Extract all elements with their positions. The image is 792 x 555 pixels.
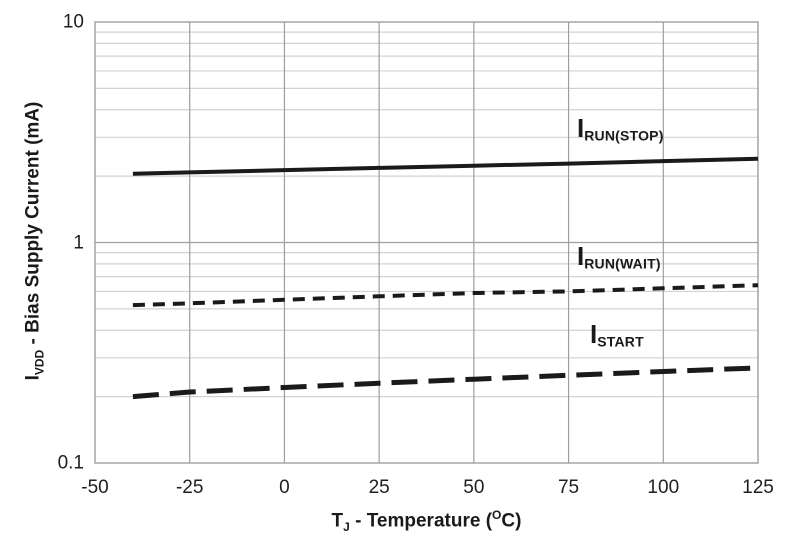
series-label-irun-stop-main: I [577, 113, 585, 143]
series-label-istart: ISTART [590, 321, 644, 349]
y-tick-label-10: 10 [62, 11, 84, 33]
y-axis-title-main: I [22, 375, 44, 381]
x-tick-label-50: 50 [463, 477, 485, 498]
series-label-irun-stop: IRUN(STOP) [577, 115, 664, 143]
x-tick-label-125: 125 [742, 477, 774, 498]
series-line-2 [132, 365, 759, 400]
series-label-irun-wait: IRUN(WAIT) [577, 243, 661, 271]
y-axis-title-sub: VDD [32, 349, 47, 376]
x-axis-title-end: C) [501, 510, 522, 532]
series-label-istart-sub: START [597, 333, 644, 350]
y-tick-label-0p1: 0.1 [57, 452, 84, 474]
y-axis-title-rest: - Bias Supply Current (mA) [22, 101, 44, 350]
x-axis-title-main: T [331, 510, 344, 532]
x-tick-label-75: 75 [557, 477, 580, 498]
plot-frame [94, 21, 759, 464]
series-label-istart-main: I [590, 319, 598, 349]
x-axis-title-sub: J [343, 520, 350, 535]
x-axis-title: TJ - Temperature (OC) [95, 508, 758, 535]
series-label-irun-wait-sub: RUN(WAIT) [584, 255, 661, 272]
y-axis-title: IVDD - Bias Supply Current (mA) [22, 101, 47, 381]
x-tick-label-m25: -25 [175, 477, 204, 498]
x-tick-label-100: 100 [647, 477, 680, 498]
x-tick-label-0: 0 [279, 477, 290, 498]
series-label-irun-wait-main: I [577, 241, 585, 271]
x-axis-title-degree: O [492, 508, 502, 522]
series-line-1 [132, 283, 759, 308]
y-tick-label-1: 1 [73, 232, 84, 253]
x-axis-title-mid: - Temperature ( [349, 510, 493, 532]
series-label-irun-stop-sub: RUN(STOP) [584, 127, 664, 144]
series-line-0 [132, 156, 759, 176]
x-tick-label-25: 25 [368, 477, 390, 498]
x-tick-label-m50: -50 [81, 477, 109, 498]
